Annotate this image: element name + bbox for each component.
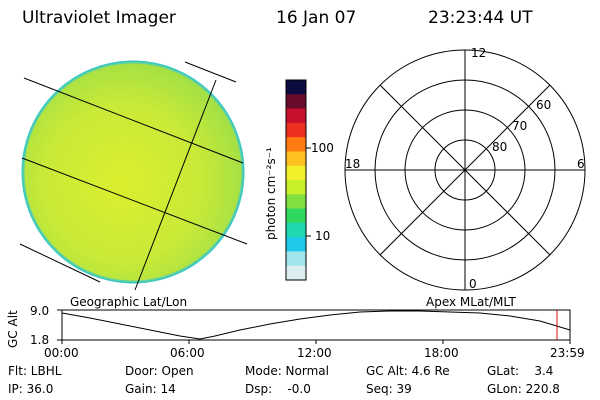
colorbar-stripe	[286, 194, 306, 210]
polar-ring-80: 80	[492, 140, 508, 154]
gc-alt-ylabel: GC Alt	[6, 310, 20, 348]
apex-label: Apex MLat/MLT	[426, 295, 516, 309]
colorbar-stripe	[286, 165, 306, 181]
polar-label-6: 6	[577, 157, 585, 171]
colorbar-stripe	[286, 137, 306, 153]
gc-alt-curve	[61, 310, 571, 340]
gc-alt-ytick-top: 9.0	[30, 304, 50, 318]
colorbar-stripe	[286, 80, 306, 95]
status-ip: IP: 36.0	[8, 382, 54, 396]
status-glat: GLat: 3.4	[487, 364, 554, 378]
polar-label-0: 0	[469, 277, 477, 291]
colorbar-stripe	[286, 122, 306, 138]
colorbar-unit-label: photon cm⁻²s⁻¹	[264, 147, 278, 240]
colorbar-stripe	[286, 180, 306, 195]
colorbar-tick-100: 100	[311, 141, 334, 155]
gc-alt-xtick-0000: 00:00	[44, 346, 79, 360]
geographic-label: Geographic Lat/Lon	[70, 295, 188, 309]
colorbar-stripe	[286, 265, 306, 281]
status-gain: Gain: 14	[125, 382, 176, 396]
colorbar	[285, 79, 311, 281]
status-mode: Mode: Normal	[245, 364, 329, 378]
gc-alt-xtick-1800: 18:00	[424, 346, 459, 360]
colorbar-stripe	[286, 222, 306, 238]
colorbar-stripe	[286, 151, 306, 167]
colorbar-stripe	[286, 251, 306, 267]
colorbar-stripe	[286, 208, 306, 224]
polar-label-18: 18	[345, 157, 361, 171]
status-gcalt: GC Alt: 4.6 Re	[366, 364, 450, 378]
header-time: 23:23:44 UT	[428, 8, 533, 28]
instrument-title: Ultraviolet Imager	[22, 8, 176, 28]
gc-alt-xtick-0600: 06:00	[170, 346, 205, 360]
status-glon: GLon: 220.8	[487, 382, 560, 396]
colorbar-stripe	[286, 94, 306, 110]
gc-alt-plot	[57, 309, 571, 344]
gc-alt-ytick-bottom: 1.8	[30, 333, 50, 347]
status-door: Door: Open	[125, 364, 194, 378]
polar-ring-60: 60	[536, 98, 552, 112]
gc-alt-xtick-1200: 12:00	[297, 346, 332, 360]
uv-image-disk	[21, 60, 245, 284]
status-dsp: Dsp: -0.0	[245, 382, 311, 396]
header-date: 16 Jan 07	[276, 8, 357, 28]
polar-plot	[344, 49, 586, 291]
gc-alt-xtick-2359: 23:59	[550, 346, 585, 360]
polar-ring-70: 70	[512, 119, 528, 133]
colorbar-stripe	[286, 108, 306, 124]
colorbar-stripe	[286, 237, 306, 253]
colorbar-tick-10: 10	[315, 229, 331, 243]
geo-grid-lines	[19, 61, 248, 291]
status-flt: Flt: LBHL	[8, 364, 62, 378]
polar-label-12: 12	[471, 46, 487, 60]
status-seq: Seq: 39	[366, 382, 412, 396]
